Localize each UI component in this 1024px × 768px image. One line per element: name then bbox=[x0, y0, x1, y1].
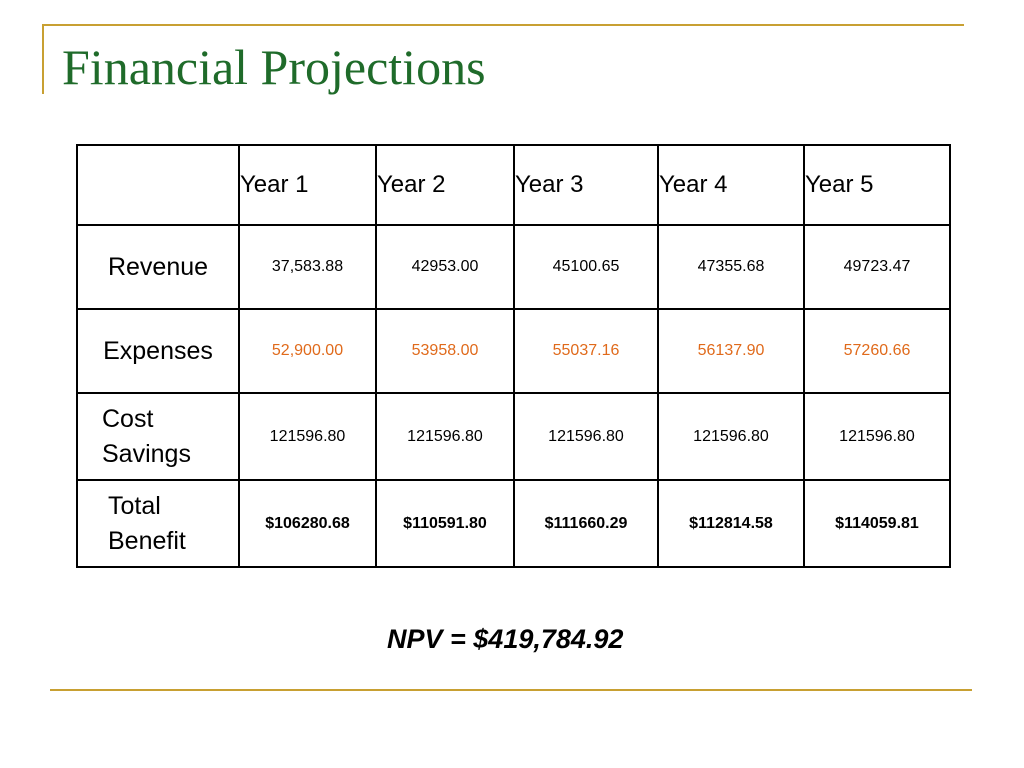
table-row-cost-savings: Cost Savings 121596.80 121596.80 121596.8… bbox=[76, 392, 951, 481]
row-label-total-benefit-line1: Total bbox=[108, 491, 161, 520]
revenue-year-1: 37,583.88 bbox=[238, 224, 377, 310]
total-benefit-year-1: $106280.68 bbox=[238, 479, 377, 568]
header-year-4: Year 4 bbox=[657, 144, 805, 226]
header-year-5: Year 5 bbox=[803, 144, 951, 226]
cost-savings-year-5: 121596.80 bbox=[803, 392, 951, 481]
left-rule bbox=[42, 24, 44, 94]
table-row-expenses: Expenses 52,900.00 53958.00 55037.16 561… bbox=[76, 308, 951, 394]
row-label-cost-savings-line2: Savings bbox=[102, 439, 191, 468]
table-row-total-benefit: Total Benefit $106280.68 $110591.80 $1116… bbox=[76, 479, 951, 568]
header-year-3: Year 3 bbox=[513, 144, 659, 226]
expenses-year-5: 57260.66 bbox=[803, 308, 951, 394]
corner-cell bbox=[76, 144, 240, 226]
slide-title: Financial Projections bbox=[62, 39, 486, 95]
revenue-year-2: 42953.00 bbox=[375, 224, 515, 310]
table-row-revenue: Revenue 37,583.88 42953.00 45100.65 4735… bbox=[76, 224, 951, 310]
expenses-year-1: 52,900.00 bbox=[238, 308, 377, 394]
revenue-year-5: 49723.47 bbox=[803, 224, 951, 310]
projections-table: Year 1 Year 2 Year 3 Year 4 Year 5 Reven… bbox=[76, 144, 951, 568]
cost-savings-year-2: 121596.80 bbox=[375, 392, 515, 481]
cost-savings-year-3: 121596.80 bbox=[513, 392, 659, 481]
table-header-row: Year 1 Year 2 Year 3 Year 4 Year 5 bbox=[76, 144, 951, 226]
expenses-year-3: 55037.16 bbox=[513, 308, 659, 394]
top-rule bbox=[44, 24, 964, 26]
total-benefit-year-2: $110591.80 bbox=[375, 479, 515, 568]
revenue-year-4: 47355.68 bbox=[657, 224, 805, 310]
revenue-year-3: 45100.65 bbox=[513, 224, 659, 310]
row-label-total-benefit-line2: Benefit bbox=[108, 526, 186, 555]
row-label-revenue: Revenue bbox=[76, 224, 240, 310]
header-year-2: Year 2 bbox=[375, 144, 515, 226]
row-label-cost-savings: Cost Savings bbox=[76, 392, 240, 481]
row-label-total-benefit: Total Benefit bbox=[76, 479, 240, 568]
total-benefit-year-4: $112814.58 bbox=[657, 479, 805, 568]
row-label-expenses: Expenses bbox=[76, 308, 240, 394]
total-benefit-year-3: $111660.29 bbox=[513, 479, 659, 568]
total-benefit-year-5: $114059.81 bbox=[803, 479, 951, 568]
row-label-cost-savings-line1: Cost bbox=[102, 404, 154, 433]
bottom-rule bbox=[50, 689, 972, 691]
cost-savings-year-4: 121596.80 bbox=[657, 392, 805, 481]
header-year-1: Year 1 bbox=[238, 144, 377, 226]
expenses-year-4: 56137.90 bbox=[657, 308, 805, 394]
cost-savings-year-1: 121596.80 bbox=[238, 392, 377, 481]
expenses-year-2: 53958.00 bbox=[375, 308, 515, 394]
npv-result: NPV = $419,784.92 bbox=[387, 624, 624, 654]
